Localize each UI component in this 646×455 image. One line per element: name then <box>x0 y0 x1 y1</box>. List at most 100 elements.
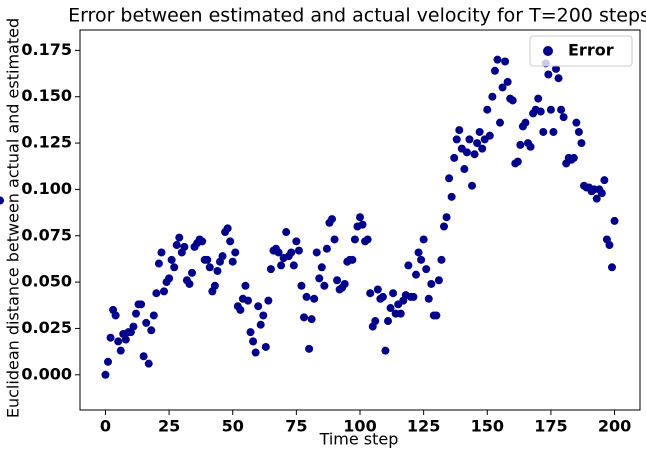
point <box>317 263 326 272</box>
point <box>236 305 245 314</box>
point <box>417 255 426 264</box>
point <box>228 257 237 266</box>
point <box>289 261 298 270</box>
point <box>292 237 301 246</box>
point <box>424 294 433 303</box>
x-tick-label: 50 <box>222 417 244 436</box>
point <box>404 261 413 270</box>
point <box>261 342 270 351</box>
point <box>432 311 441 320</box>
x-tick-label: 100 <box>343 417 376 436</box>
point <box>371 317 380 326</box>
legend-box <box>529 35 633 67</box>
point <box>483 105 492 114</box>
point <box>160 287 168 296</box>
point <box>490 66 499 75</box>
point <box>213 266 222 275</box>
y-tick-label: 0.050 <box>21 272 72 291</box>
point <box>386 304 395 313</box>
point <box>503 77 512 86</box>
point <box>544 70 553 79</box>
point <box>577 139 586 148</box>
point <box>381 346 390 355</box>
point <box>106 333 115 342</box>
point <box>266 265 275 274</box>
point <box>330 235 339 244</box>
point <box>175 233 184 242</box>
point <box>251 348 260 357</box>
point <box>427 279 436 288</box>
point <box>172 241 181 250</box>
point <box>129 322 138 331</box>
point <box>282 228 291 237</box>
point <box>167 255 176 264</box>
point <box>513 157 522 166</box>
point <box>312 248 321 257</box>
point <box>572 118 581 127</box>
point <box>559 113 568 122</box>
y-axis-label: Euclidean distance between actual and es… <box>4 18 23 418</box>
point <box>302 292 311 301</box>
point <box>277 261 286 270</box>
point <box>152 289 161 298</box>
point <box>114 337 123 346</box>
point <box>508 96 517 105</box>
point <box>534 94 543 103</box>
point <box>121 335 130 344</box>
point <box>205 263 214 272</box>
point <box>249 337 258 346</box>
point <box>465 135 474 144</box>
point <box>264 296 273 305</box>
point <box>485 131 494 140</box>
point <box>437 255 446 264</box>
point <box>170 263 179 272</box>
point <box>549 127 558 136</box>
point <box>226 237 235 246</box>
point <box>597 189 606 198</box>
point <box>460 165 469 174</box>
point <box>210 281 219 290</box>
point <box>218 252 227 261</box>
point <box>569 153 578 162</box>
point <box>328 215 336 224</box>
x-axis-label: Time step <box>319 430 399 449</box>
point <box>356 213 364 222</box>
point <box>526 142 535 151</box>
x-tick-label: 125 <box>407 417 440 436</box>
point <box>501 57 510 66</box>
point <box>592 194 601 203</box>
y-tick-label: 0.175 <box>21 40 72 59</box>
point <box>111 311 120 320</box>
point <box>452 135 461 144</box>
x-tick-label: 200 <box>598 417 631 436</box>
point <box>610 216 619 225</box>
y-tick-label: 0.025 <box>21 318 72 337</box>
point <box>552 64 560 73</box>
point <box>455 126 464 135</box>
point <box>536 107 545 116</box>
point <box>496 118 504 127</box>
point <box>396 309 405 318</box>
point <box>348 255 357 264</box>
point <box>144 359 153 368</box>
point <box>157 248 166 257</box>
point <box>554 74 563 83</box>
point <box>340 279 349 288</box>
point <box>450 153 459 162</box>
point <box>389 289 398 298</box>
point <box>333 276 342 285</box>
point <box>165 274 174 283</box>
point <box>256 320 265 329</box>
x-tick-label: 0 <box>100 417 111 436</box>
point <box>350 235 359 244</box>
point <box>132 309 140 318</box>
legend-marker <box>543 46 553 56</box>
point <box>297 281 306 290</box>
point <box>608 263 616 272</box>
point <box>378 292 387 301</box>
point <box>244 296 252 305</box>
point <box>442 213 451 222</box>
point <box>274 248 283 257</box>
point <box>203 255 212 264</box>
